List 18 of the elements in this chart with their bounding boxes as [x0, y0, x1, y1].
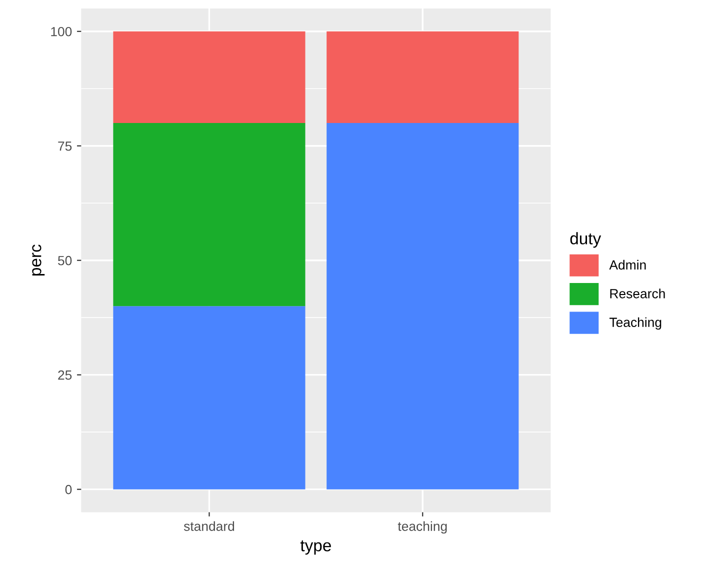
legend-label: Teaching — [609, 317, 662, 330]
y-tick-label: 50 — [58, 256, 72, 266]
y-axis-title: perc — [32, 244, 45, 276]
legend-title: duty — [570, 232, 602, 248]
y-tick-label: 75 — [58, 142, 72, 151]
legend-label: Admin — [609, 260, 646, 270]
bar — [113, 31, 306, 123]
bar — [113, 122, 306, 306]
bar — [326, 31, 519, 123]
x-axis-title: type — [300, 540, 331, 555]
y-tick-label: 0 — [65, 484, 72, 494]
bar — [113, 306, 306, 490]
x-tick-label: standard — [184, 521, 234, 531]
x-tick-label: teaching — [398, 521, 447, 534]
y-tick-label: 25 — [58, 370, 72, 380]
y-tick-label: 100 — [51, 26, 72, 36]
legend-label: Research — [610, 288, 665, 298]
bar — [326, 122, 519, 490]
